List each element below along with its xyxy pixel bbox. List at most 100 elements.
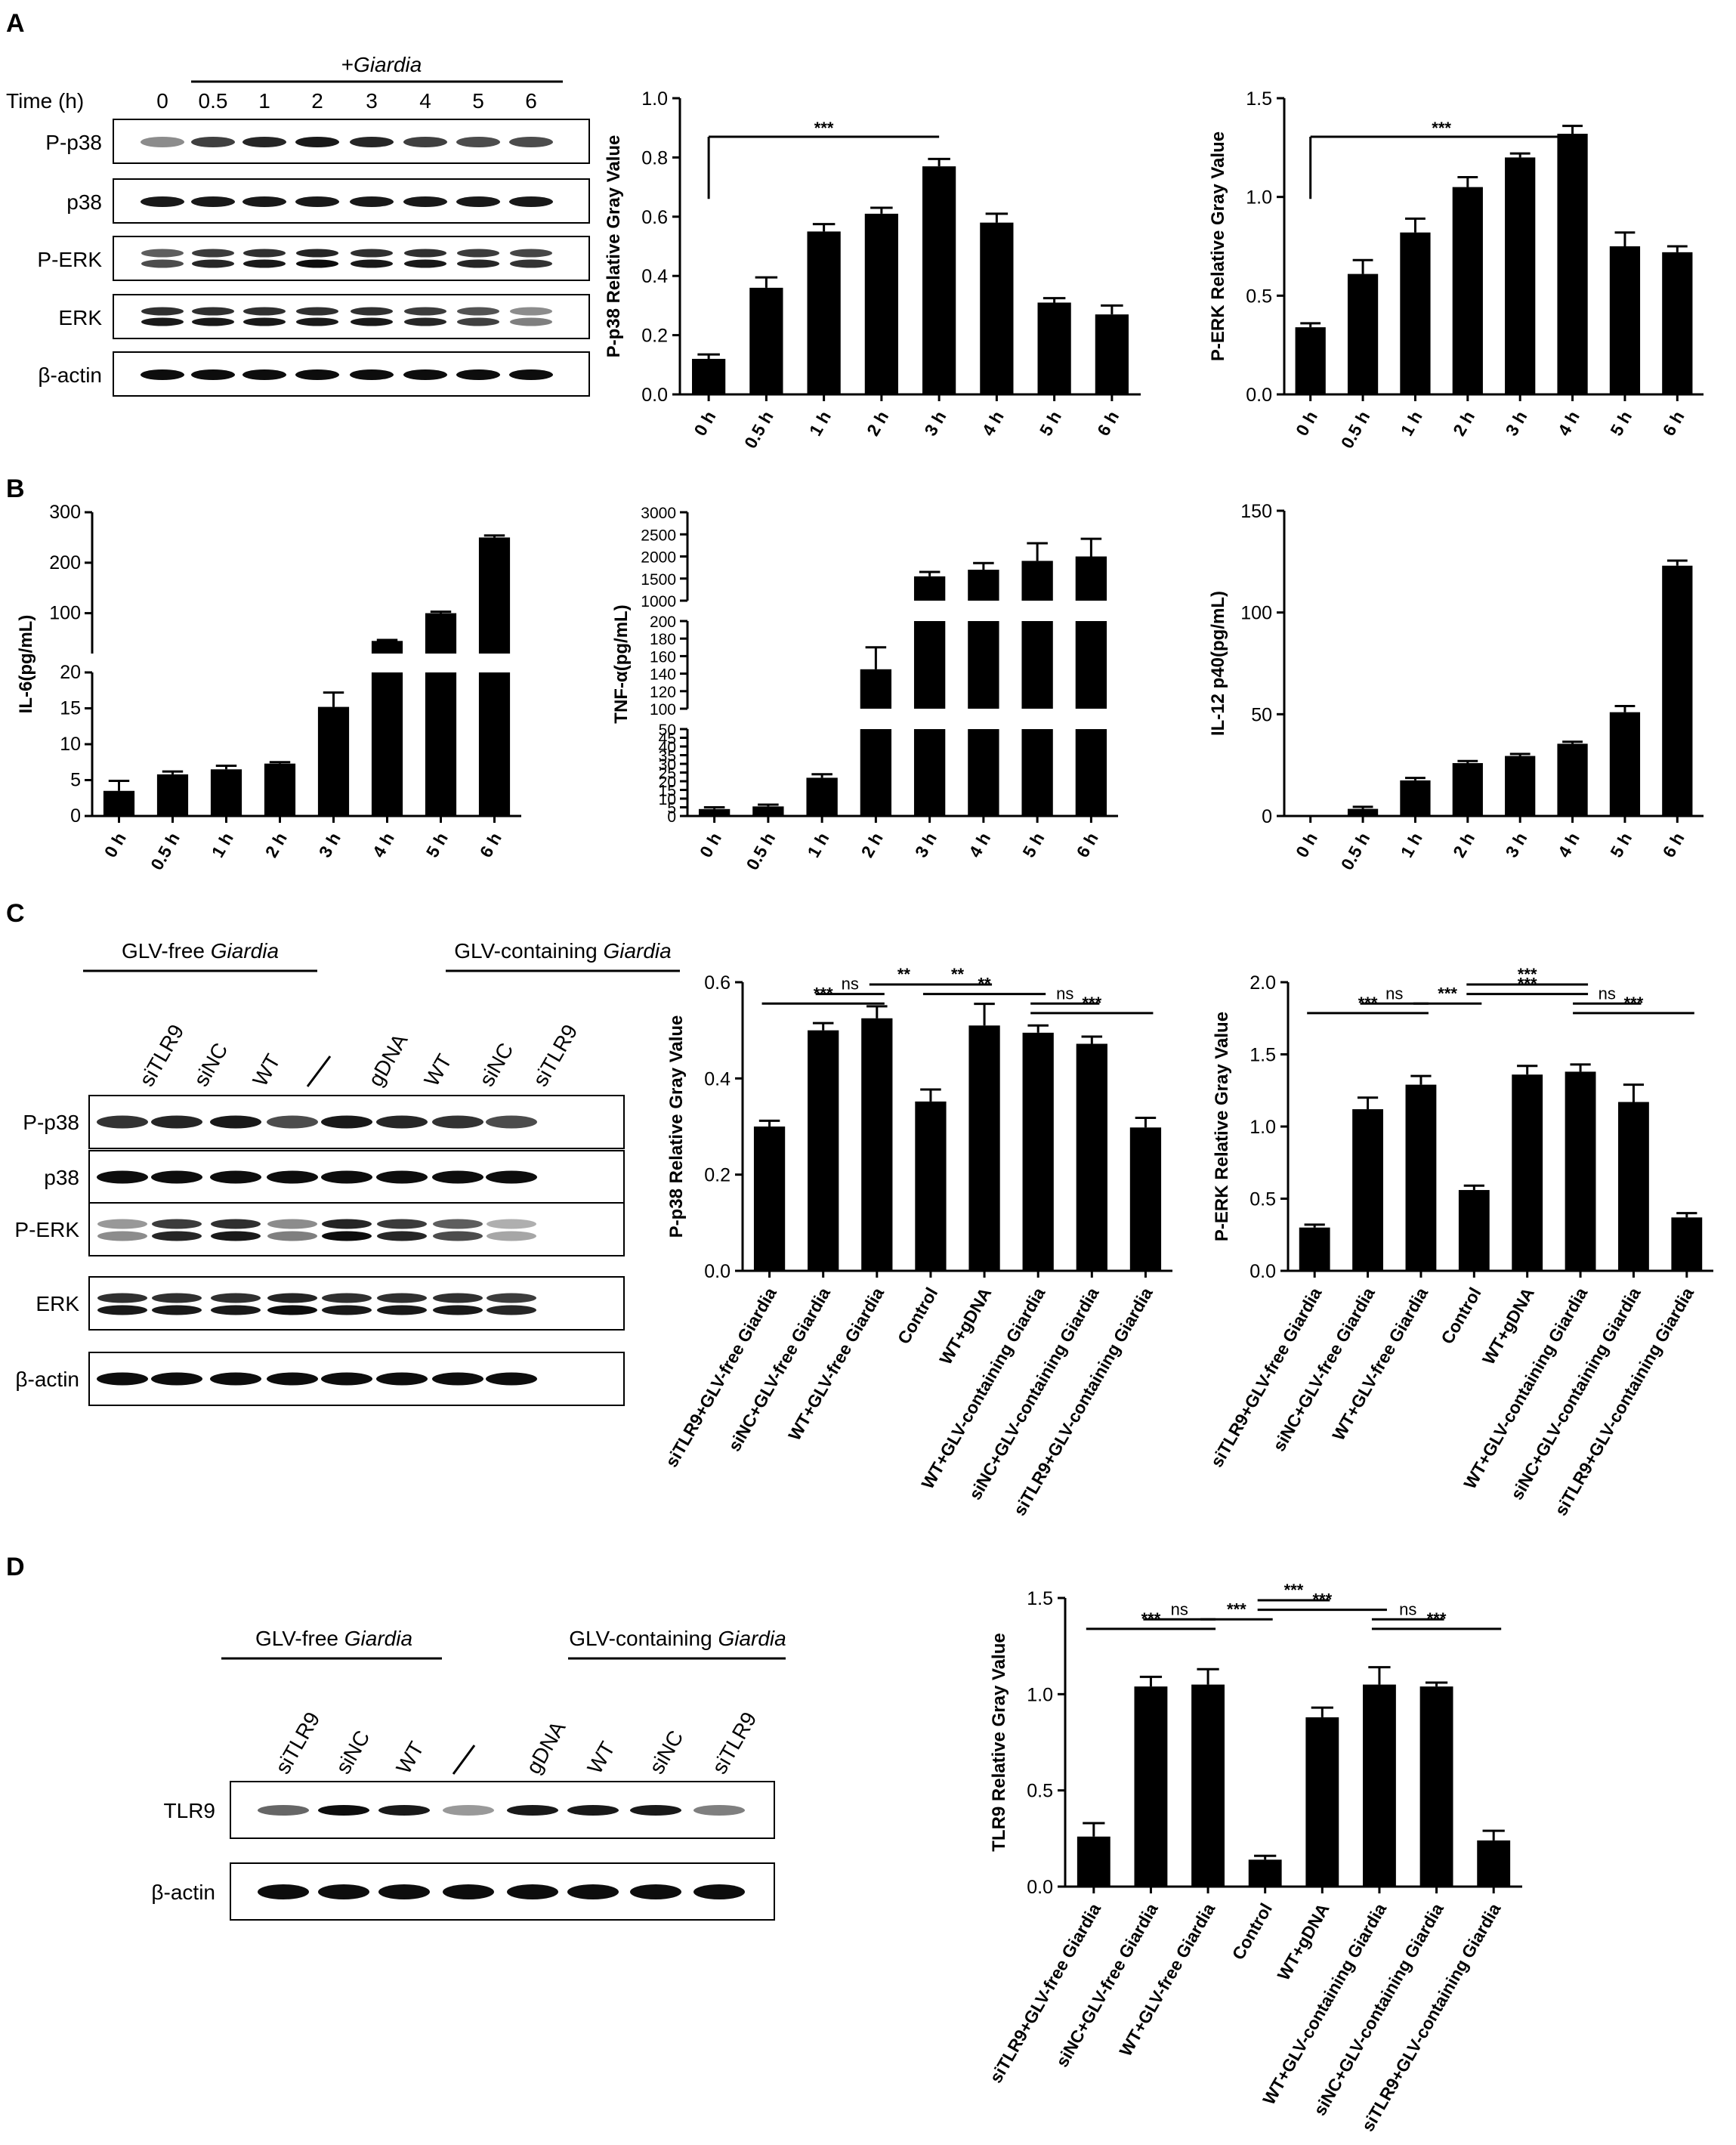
y-tick-label: 1.5 [1027, 1588, 1053, 1609]
x-tick-label: siNC+GLV-free Giardia [1269, 1284, 1379, 1454]
x-tick-label: WT+gDNA [935, 1284, 995, 1368]
blot-band [433, 1305, 483, 1315]
blot-row-label: P-p38 [45, 131, 102, 154]
blot-band [210, 1115, 261, 1129]
group-label-glv-free: GLV-free Giardia [122, 939, 279, 963]
x-tick-label: 5 h [422, 830, 452, 861]
y-tick-label: 0.0 [641, 385, 668, 406]
blot-band [376, 1372, 428, 1386]
y-tick-label: 0.5 [1249, 1189, 1276, 1210]
blot-band [152, 1293, 202, 1303]
blot-band [378, 1884, 430, 1899]
bar [371, 672, 403, 816]
bar [1022, 1032, 1054, 1271]
blot-band [457, 259, 499, 268]
significance-label: *** [1432, 119, 1451, 138]
x-tick-label: 4 h [1554, 830, 1583, 861]
blot-band [267, 1372, 318, 1386]
bar [861, 1018, 893, 1271]
significance-label: ** [897, 965, 911, 984]
blot-band [267, 1115, 318, 1129]
x-tick-label: 5 h [1018, 830, 1048, 861]
x-tick-label: 1 h [803, 830, 832, 861]
blot-band [322, 1293, 372, 1303]
y-tick-label: 25 [659, 765, 676, 783]
blot-frame [88, 1276, 625, 1331]
blot-row-label: P-ERK [37, 248, 102, 271]
blot-band [376, 1170, 428, 1184]
bar [915, 1101, 947, 1271]
blot-band [403, 196, 447, 207]
blot-band [487, 1231, 536, 1241]
panel-label-b: B [6, 474, 25, 503]
y-tick-label: 40 [659, 739, 676, 756]
blot-band [210, 1170, 261, 1184]
y-tick-label: 35 [659, 748, 676, 765]
blot-band [630, 1805, 681, 1816]
x-tick-label: 1 h [1397, 830, 1426, 861]
blot-band [243, 259, 286, 268]
blot-band [97, 1305, 147, 1315]
blot-band [97, 1293, 147, 1303]
blot-band [403, 137, 447, 147]
bar [1609, 712, 1641, 816]
significance-label: *** [1427, 1609, 1447, 1628]
blot-band [296, 317, 338, 326]
y-tick-label: 200 [650, 614, 676, 631]
blot-band [152, 1219, 202, 1229]
x-tick-label: 1 h [208, 830, 237, 861]
x-tick-label: Control [1437, 1284, 1484, 1348]
x-tick-label: 0.5 h [1337, 830, 1374, 873]
y-tick-label: 1.0 [1027, 1684, 1053, 1705]
blot-band [433, 1219, 483, 1229]
lane-label: gDNA [521, 1717, 570, 1778]
bar [103, 790, 135, 816]
blot-band [151, 1115, 202, 1129]
y-tick-label: 15 [659, 783, 676, 800]
x-tick-label: 6 h [1659, 830, 1688, 861]
lane-label: WT [419, 1050, 456, 1090]
blot-band [509, 137, 553, 147]
y-tick-label: 1.0 [1246, 187, 1272, 209]
blot-band [350, 137, 394, 147]
y-axis-label: P-p38 Relative Gray Value [604, 135, 624, 358]
blot-band [377, 1231, 427, 1241]
x-tick-label: 2 h [863, 408, 892, 440]
bar [1405, 1084, 1437, 1271]
significance-label: *** [1082, 994, 1101, 1012]
lane-label: 6 [525, 89, 537, 113]
blot-band [443, 1805, 494, 1816]
blot-row-label: β-actin [15, 1368, 79, 1391]
bar [1191, 1684, 1225, 1887]
bar [317, 706, 350, 816]
blot-band [191, 369, 235, 380]
x-tick-label: siNC+GLV-free Giardia [724, 1284, 834, 1454]
significance-label: *** [1227, 1599, 1246, 1618]
blot-band [433, 1293, 483, 1303]
bar [980, 222, 1014, 394]
blot-band [486, 1170, 537, 1184]
blot-band [433, 1231, 483, 1241]
significance-label: ** [978, 975, 992, 994]
y-tick-label: 1.5 [1246, 88, 1272, 110]
x-tick-label: siTLR9+GLV-free Giardia [986, 1899, 1105, 2086]
group-label-glv-free: GLV-free Giardia [255, 1627, 412, 1650]
blot-band [509, 196, 553, 207]
bar [806, 777, 838, 816]
chart-b3: 0 50 100 150 IL-12 p40(pg/mL) 0 h 0.5 h 1 h 2 h 3… [1208, 501, 1704, 873]
significance-label: *** [1624, 994, 1644, 1012]
bar [1075, 621, 1107, 709]
blot-band [242, 369, 286, 380]
y-tick-label: 5 [667, 800, 676, 818]
blot-band [258, 1884, 309, 1899]
y-tick-label: 0 [1262, 806, 1272, 827]
y-tick-label: 160 [650, 648, 676, 666]
chart-a1: 0.0 0.2 0.4 0.6 0.8 1.0 P-p38 Relative Gray Va… [604, 88, 1141, 452]
y-tick-label: 10 [60, 734, 81, 755]
blot-band [487, 1219, 536, 1229]
bar [1021, 561, 1053, 601]
bar [860, 669, 892, 709]
lane-label: 0 [156, 89, 168, 113]
bar [968, 729, 999, 816]
blot-band [350, 369, 394, 380]
